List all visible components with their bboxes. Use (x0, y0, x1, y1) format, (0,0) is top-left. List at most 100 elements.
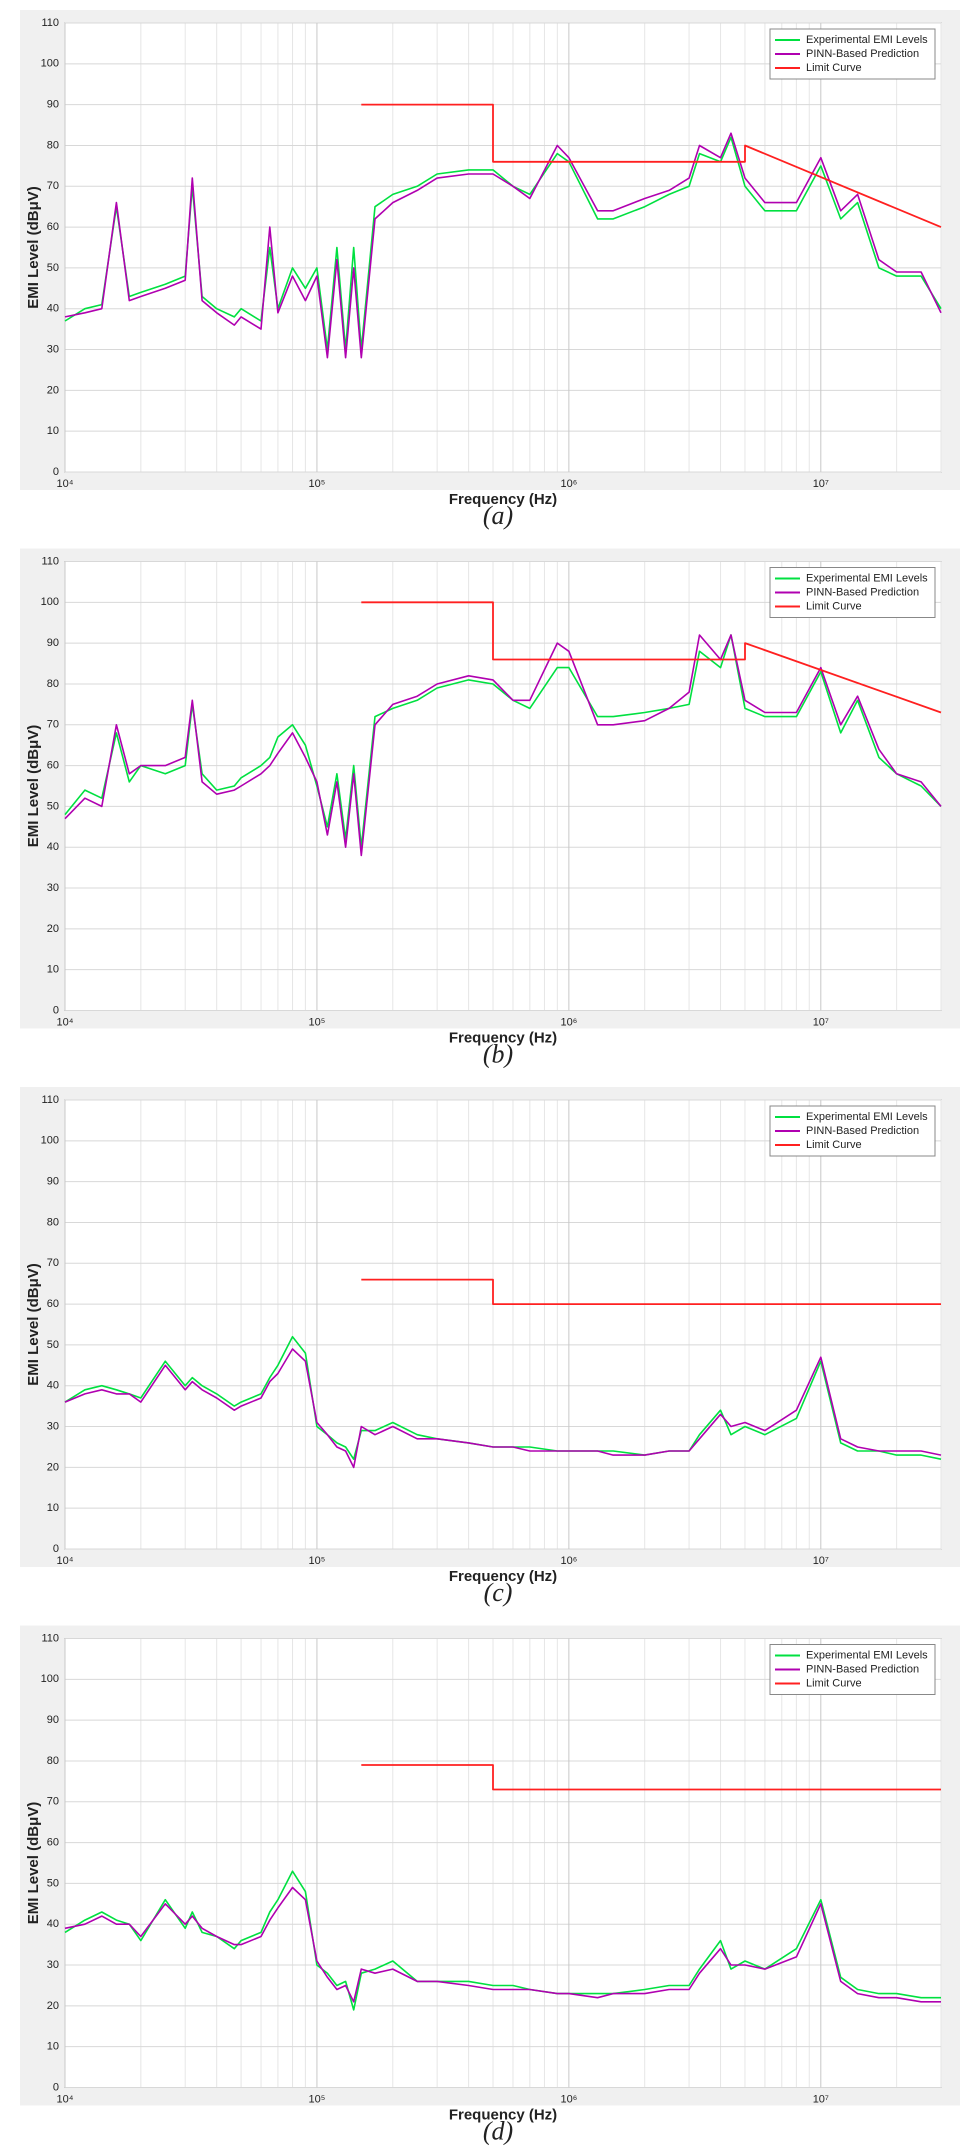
y-tick-label: 50 (47, 800, 59, 812)
y-tick-label: 50 (47, 262, 59, 274)
y-tick-label: 30 (47, 343, 59, 355)
x-tick-label: 10⁷ (813, 1555, 829, 1567)
plot-area (64, 22, 942, 473)
y-tick-label: 70 (47, 180, 59, 192)
x-axis-label: Frequency (Hz) (449, 1029, 557, 1046)
y-tick-label: 100 (41, 596, 59, 608)
x-tick-label: 10⁷ (813, 478, 829, 490)
legend-label: Experimental EMI Levels (806, 1111, 928, 1123)
series-line (361, 601, 942, 714)
y-tick-label: 20 (47, 1461, 59, 1473)
legend-label: Limit Curve (806, 62, 862, 74)
y-tick-label: 80 (47, 1216, 59, 1228)
y-tick-label: 110 (41, 1094, 59, 1106)
y-tick-label: 0 (53, 1004, 59, 1016)
y-tick-label: 0 (53, 2081, 59, 2093)
legend-label: PINN-Based Prediction (806, 1663, 919, 1675)
y-tick-label: 60 (47, 1836, 59, 1848)
legend-label: PINN-Based Prediction (806, 1125, 919, 1137)
y-tick-label: 50 (47, 1339, 59, 1351)
x-tick-label: 10⁵ (309, 2093, 326, 2105)
plot-area (64, 561, 942, 1011)
y-axis-label: EMI Level (dBμV) (25, 186, 42, 309)
y-tick-label: 60 (47, 1298, 59, 1310)
series-line (64, 1886, 941, 2003)
y-tick-label: 60 (47, 759, 59, 771)
y-tick-label: 0 (53, 466, 59, 478)
y-tick-label: 110 (41, 555, 59, 567)
x-axis-label: Frequency (Hz) (449, 1568, 557, 1585)
legend-label: Limit Curve (806, 600, 862, 612)
y-tick-label: 70 (47, 1796, 59, 1808)
legend-label: Limit Curve (806, 1677, 862, 1689)
x-tick-label: 10⁶ (560, 1016, 577, 1028)
chart-panel: 0 10 20 30 40 50 60 70 80 90 100 110 10⁴ 10⁵ 10⁶ 10⁷ Fre… (20, 1625, 960, 2145)
y-tick-label: 80 (47, 1755, 59, 1767)
x-tick-label: 10⁷ (813, 1016, 829, 1028)
y-tick-label: 40 (47, 1918, 59, 1930)
y-tick-label: 110 (41, 17, 59, 29)
y-tick-label: 70 (47, 719, 59, 731)
legend-label: PINN-Based Prediction (806, 586, 919, 598)
y-tick-label: 10 (47, 964, 59, 976)
y-tick-label: 50 (47, 1877, 59, 1889)
chart-panel: 0 10 20 30 40 50 60 70 80 90 100 110 10⁴ 10⁵ 10⁶ 10⁷ Fre… (20, 1087, 960, 1607)
x-tick-label: 10⁴ (57, 478, 74, 490)
plot-area (64, 1099, 942, 1550)
series-line (64, 634, 942, 857)
legend-label: Experimental EMI Levels (806, 1649, 928, 1661)
x-tick-label: 10⁴ (57, 2093, 74, 2105)
y-tick-label: 70 (47, 1257, 59, 1269)
y-tick-label: 80 (47, 678, 59, 690)
y-axis-label: EMI Level (dBμV) (25, 1263, 42, 1386)
y-tick-label: 30 (47, 1959, 59, 1971)
y-tick-label: 100 (41, 1673, 59, 1685)
y-axis-label: EMI Level (dBμV) (25, 725, 42, 848)
caption: (a) (483, 501, 513, 530)
series-line (361, 1764, 941, 1791)
chart-panel: 0 10 20 30 40 50 60 70 80 90 100 110 10⁴ 10⁵ 10⁶ 10⁷ Fre… (20, 10, 960, 530)
y-tick-label: 90 (47, 99, 59, 111)
y-tick-label: 80 (47, 139, 59, 151)
y-tick-label: 20 (47, 2000, 59, 2012)
x-tick-label: 10⁴ (57, 1016, 74, 1028)
plot-area (64, 1638, 942, 2088)
y-tick-label: 20 (47, 923, 59, 935)
x-tick-label: 10⁵ (309, 1016, 326, 1028)
y-tick-label: 60 (47, 221, 59, 233)
x-axis-label: Frequency (Hz) (449, 491, 557, 508)
y-tick-label: 40 (47, 841, 59, 853)
y-tick-label: 100 (41, 58, 59, 70)
x-tick-label: 10⁷ (813, 2093, 829, 2105)
series-line (64, 1335, 942, 1460)
y-tick-label: 110 (41, 1632, 59, 1644)
series-line (361, 1278, 941, 1305)
y-tick-label: 10 (47, 425, 59, 437)
x-tick-label: 10⁶ (560, 478, 577, 490)
series-line (361, 103, 942, 228)
series-line (64, 132, 942, 359)
legend-label: Limit Curve (806, 1139, 862, 1151)
y-tick-label: 20 (47, 384, 59, 396)
legend-label: Experimental EMI Levels (806, 34, 928, 46)
x-tick-label: 10⁶ (560, 2093, 577, 2105)
y-tick-label: 100 (41, 1135, 59, 1147)
y-tick-label: 90 (47, 637, 59, 649)
x-tick-label: 10⁵ (309, 478, 326, 490)
y-tick-label: 10 (47, 1502, 59, 1514)
y-axis-label: EMI Level (dBμV) (25, 1802, 42, 1925)
chart-panel: 0 10 20 30 40 50 60 70 80 90 100 110 10⁴ 10⁵ 10⁶ 10⁷ Fre… (20, 548, 960, 1068)
y-tick-label: 0 (53, 1543, 59, 1555)
y-tick-label: 30 (47, 1420, 59, 1432)
legend-label: Experimental EMI Levels (806, 572, 928, 584)
legend-label: PINN-Based Prediction (806, 48, 919, 60)
y-tick-label: 90 (47, 1714, 59, 1726)
series-line (64, 1348, 942, 1469)
x-tick-label: 10⁶ (560, 1555, 577, 1567)
y-tick-label: 90 (47, 1176, 59, 1188)
x-tick-label: 10⁴ (57, 1555, 74, 1567)
y-tick-label: 10 (47, 2041, 59, 2053)
caption: (d) (483, 2116, 513, 2145)
